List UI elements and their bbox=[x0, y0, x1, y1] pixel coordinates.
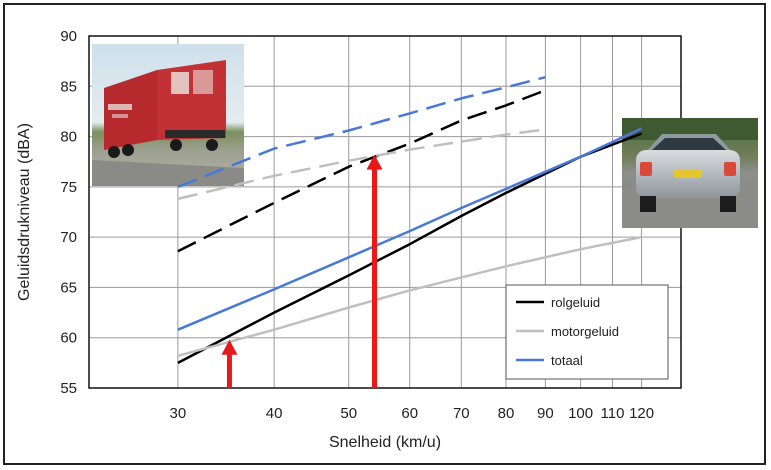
series-line-personenauto-totaal bbox=[177, 127, 643, 331]
x-tick-label: 110 bbox=[601, 405, 625, 422]
y-axis-title: Geluidsdrukniveau (dBA) bbox=[16, 123, 33, 301]
legend-label-motorgeluid: motorgeluid bbox=[551, 324, 619, 339]
x-tick-label: 100 bbox=[568, 405, 593, 422]
x-tick-label: 40 bbox=[266, 405, 283, 422]
series-line-vrachtwagen-totaal bbox=[177, 75, 546, 189]
x-tick-label: 80 bbox=[498, 405, 515, 422]
series-line-personenauto-motorgeluid bbox=[177, 235, 642, 358]
y-tick-label: 80 bbox=[60, 129, 77, 146]
x-tick-label: 70 bbox=[453, 405, 470, 422]
y-tick-label: 70 bbox=[60, 229, 77, 246]
y-tick-label: 90 bbox=[60, 28, 77, 45]
legend: rolgeluid motorgeluid totaal bbox=[505, 284, 669, 380]
legend-label-totaal: totaal bbox=[551, 353, 583, 368]
x-tick-label: 90 bbox=[537, 405, 554, 422]
tick-labels: 55 60 65 70 75 80 85 90 30 40 50 60 70 80 90 100 110 120 bbox=[60, 28, 654, 422]
x-tick-label: 60 bbox=[401, 405, 418, 422]
personenauto-foto bbox=[622, 118, 758, 228]
series-line-vrachtwagen-rolgeluid bbox=[177, 89, 546, 253]
annotation-layer bbox=[221, 154, 383, 388]
red-arrow-head bbox=[366, 154, 383, 170]
y-tick-label: 60 bbox=[60, 330, 77, 347]
y-tick-label: 75 bbox=[60, 179, 77, 196]
red-arrow-head bbox=[221, 339, 238, 355]
y-tick-label: 85 bbox=[60, 78, 77, 95]
legend-label-rolgeluid: rolgeluid bbox=[551, 295, 600, 310]
x-tick-label: 50 bbox=[340, 405, 357, 422]
x-tick-label: 120 bbox=[629, 405, 654, 422]
y-tick-label: 55 bbox=[60, 380, 77, 397]
x-tick-label: 30 bbox=[170, 405, 187, 422]
y-tick-label: 65 bbox=[60, 279, 77, 296]
series-layer bbox=[177, 75, 643, 365]
vrachtwagen-foto bbox=[92, 44, 244, 186]
series-line-vrachtwagen-motorgeluid bbox=[177, 128, 546, 201]
x-axis-title: Snelheid (km/u) bbox=[329, 434, 441, 451]
